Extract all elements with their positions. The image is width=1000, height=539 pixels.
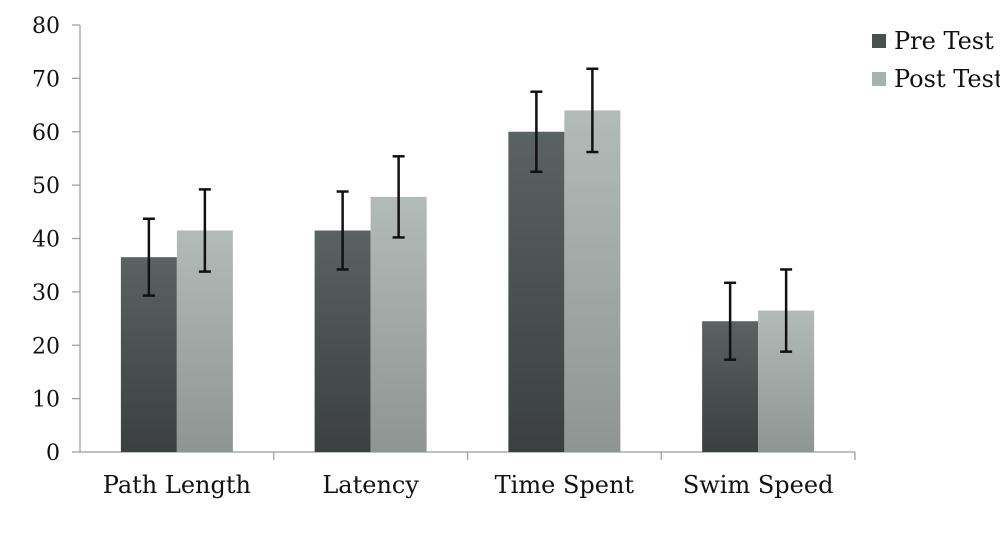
x-tick-label: Swim Speed <box>683 471 834 499</box>
legend-swatch <box>872 34 886 48</box>
y-tick-label: 30 <box>32 281 60 306</box>
y-tick-label: 0 <box>46 441 60 466</box>
y-axis-ticks: 0 10 20 30 40 50 60 70 80 <box>32 14 80 466</box>
bars-group <box>120 110 815 453</box>
y-tick-label: 80 <box>32 14 60 39</box>
y-tick-label: 10 <box>32 388 60 413</box>
bar-post-test <box>370 196 427 452</box>
x-tick-label: Path Length <box>103 471 251 499</box>
legend-label: Post Test <box>894 65 1000 93</box>
error-bars-group <box>142 67 793 361</box>
y-tick-label: 70 <box>32 67 60 92</box>
bar-post-test <box>564 110 621 453</box>
y-tick-label: 40 <box>32 228 60 253</box>
x-tick-label: Latency <box>322 471 419 499</box>
legend: Pre Test Post Test <box>872 27 1000 93</box>
legend-label: Pre Test <box>894 27 994 55</box>
legend-swatch <box>872 72 886 86</box>
x-axis-dividers <box>273 452 856 460</box>
bar-pre-test <box>508 131 565 452</box>
y-tick-label: 50 <box>32 174 60 199</box>
y-tick-label: 20 <box>32 334 60 359</box>
y-tick-label: 60 <box>32 121 60 146</box>
x-axis-labels: Path Length Latency Time Spent Swim Speed <box>103 471 834 499</box>
x-tick-label: Time Spent <box>495 471 635 499</box>
